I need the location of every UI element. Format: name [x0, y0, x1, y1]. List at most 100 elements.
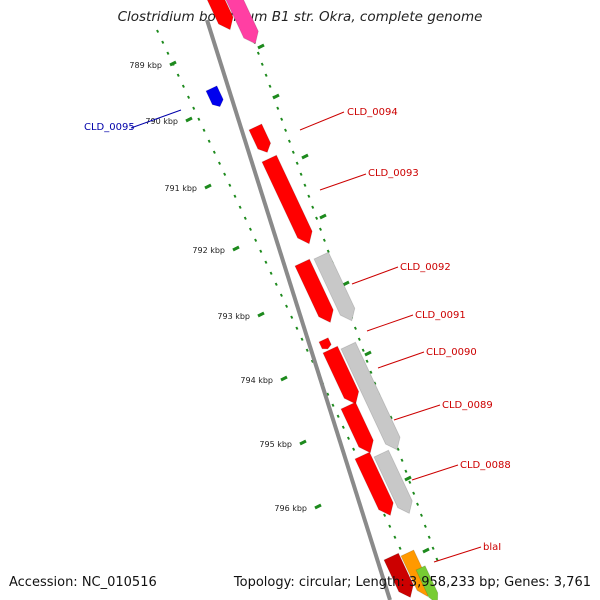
tick-dot: [233, 194, 237, 198]
gene-label: CLD_0093: [368, 168, 419, 179]
tick-dot: [259, 249, 263, 253]
major-tick: [404, 475, 412, 482]
major-tick: [204, 183, 212, 190]
tick-dot: [326, 392, 330, 396]
scale-label: 791 kbp: [164, 184, 197, 193]
major-tick: [422, 547, 430, 554]
leader-line: [299, 111, 345, 131]
tick-dot: [243, 216, 247, 220]
tick-dot: [291, 150, 295, 154]
gene-arrow: [415, 565, 439, 600]
tick-dot: [192, 106, 196, 110]
gene-arrow: [318, 337, 332, 350]
gene-label: CLD_0092: [400, 262, 451, 273]
tick-dot: [398, 546, 402, 550]
tick-dot: [388, 524, 392, 528]
major-tick: [257, 311, 265, 318]
gene-arrow: [383, 552, 414, 598]
tick-dot: [248, 227, 252, 231]
tick-dot: [416, 502, 420, 506]
tick-dot: [264, 73, 268, 77]
tick-dot: [373, 381, 377, 385]
tick-dot: [353, 326, 357, 330]
tick-dot: [284, 128, 288, 132]
scale-label: 789 kbp: [129, 61, 162, 70]
tick-dot: [307, 194, 311, 198]
tick-dot: [290, 315, 294, 319]
tick-dot: [295, 161, 299, 165]
tick-dot: [299, 172, 303, 176]
tick-dot: [279, 293, 283, 297]
tick-dot: [423, 524, 427, 528]
tick-dot: [280, 117, 284, 121]
leader-line: [377, 351, 425, 369]
tick-dot: [361, 348, 365, 352]
tick-dot: [383, 513, 387, 517]
tick-dot: [331, 403, 335, 407]
major-tick: [342, 280, 350, 287]
gene-label: CLD_0088: [460, 460, 511, 471]
tick-dot: [269, 271, 273, 275]
major-tick: [232, 245, 240, 252]
tick-dot: [305, 348, 309, 352]
tick-dot: [311, 205, 315, 209]
gene-arrow: [340, 341, 401, 451]
scale-label: 796 kbp: [274, 504, 307, 513]
tick-dot: [357, 337, 361, 341]
gene-arrow: [373, 449, 413, 514]
tick-dot: [256, 51, 260, 55]
tick-dot: [187, 95, 191, 99]
major-tick: [169, 60, 177, 67]
tick-dot: [427, 535, 431, 539]
tick-dot: [404, 469, 408, 473]
leader-line: [319, 173, 367, 191]
leader-line: [411, 464, 459, 481]
tick-dot: [287, 139, 291, 143]
tick-dot: [322, 238, 326, 242]
tick-dot: [419, 513, 423, 517]
tick-dot: [156, 29, 160, 33]
gene-label-layer: CLD_0095 CLD_0094 CLD_0093 CLD_0092 CLD_0091…: [84, 107, 511, 563]
tick-dot: [315, 216, 319, 220]
tick-dot: [346, 436, 350, 440]
leader-line: [433, 546, 482, 563]
tick-dot: [181, 84, 185, 88]
tick-dot: [400, 458, 404, 462]
major-tick: [319, 213, 327, 220]
gene-arrow: [322, 345, 360, 405]
scale-label: 790 kbp: [145, 117, 178, 126]
tick-dot: [285, 304, 289, 308]
major-tick: [301, 153, 309, 160]
scale-label: 793 kbp: [217, 312, 250, 321]
gene-label: CLD_0094: [347, 107, 398, 118]
gene-label: CLD_0089: [442, 400, 493, 411]
gene-label: blaI: [483, 542, 501, 553]
gene-arrow: [294, 258, 334, 323]
tick-dot: [212, 150, 216, 154]
tick-dot: [326, 249, 330, 253]
tick-dot: [318, 227, 322, 231]
tick-dot: [365, 359, 369, 363]
gene-label: CLD_0090: [426, 347, 477, 358]
scale-label: 792 kbp: [192, 246, 225, 255]
gene-arrow: [354, 451, 394, 516]
tick-dot: [166, 51, 170, 55]
tick-dot: [435, 557, 439, 561]
leader-line: [130, 109, 182, 129]
inner-tick-ring: 789 kbp 790 kbp 791 kbp 792 kbp 793 kbp 794 k…: [129, 29, 402, 550]
major-tick: [185, 116, 193, 123]
tick-dot: [295, 326, 299, 330]
tick-dot: [202, 128, 206, 132]
tick-dot: [412, 491, 416, 495]
genome-backbone: [205, 19, 392, 600]
tick-dot: [264, 260, 268, 264]
tick-dot: [276, 106, 280, 110]
tick-dot: [268, 84, 272, 88]
gene-arrow: [313, 251, 356, 322]
major-tick: [272, 93, 280, 100]
gene-arrow: [261, 154, 313, 245]
tick-dot: [176, 73, 180, 77]
tick-dot: [431, 546, 435, 550]
tick-dot: [228, 183, 232, 187]
tick-dot: [369, 370, 373, 374]
